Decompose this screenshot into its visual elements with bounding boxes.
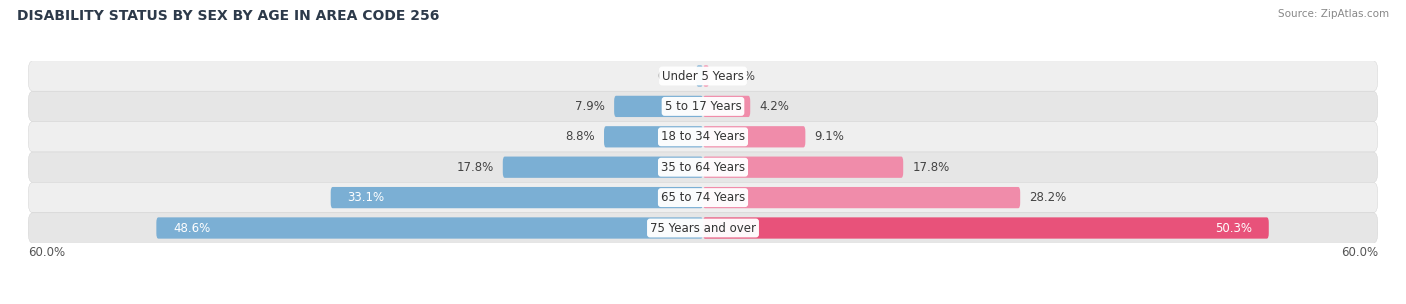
Text: 50.3%: 50.3% [1215, 222, 1251, 234]
FancyBboxPatch shape [703, 187, 1021, 208]
Text: 0.6%: 0.6% [658, 70, 688, 82]
FancyBboxPatch shape [28, 213, 1378, 243]
Text: DISABILITY STATUS BY SEX BY AGE IN AREA CODE 256: DISABILITY STATUS BY SEX BY AGE IN AREA … [17, 9, 439, 23]
Text: 60.0%: 60.0% [1341, 246, 1378, 259]
Text: 35 to 64 Years: 35 to 64 Years [661, 161, 745, 174]
Text: 65 to 74 Years: 65 to 74 Years [661, 191, 745, 204]
FancyBboxPatch shape [330, 187, 703, 208]
Text: 48.6%: 48.6% [173, 222, 211, 234]
Text: Source: ZipAtlas.com: Source: ZipAtlas.com [1278, 9, 1389, 19]
FancyBboxPatch shape [696, 65, 703, 87]
Text: Under 5 Years: Under 5 Years [662, 70, 744, 82]
Text: 7.9%: 7.9% [575, 100, 605, 113]
FancyBboxPatch shape [156, 217, 703, 239]
FancyBboxPatch shape [614, 96, 703, 117]
FancyBboxPatch shape [28, 182, 1378, 213]
Text: 9.1%: 9.1% [814, 130, 844, 143]
FancyBboxPatch shape [503, 157, 703, 178]
FancyBboxPatch shape [28, 152, 1378, 182]
Text: 4.2%: 4.2% [759, 100, 789, 113]
FancyBboxPatch shape [28, 61, 1378, 91]
FancyBboxPatch shape [703, 217, 1268, 239]
FancyBboxPatch shape [703, 65, 709, 87]
FancyBboxPatch shape [703, 126, 806, 147]
Text: 60.0%: 60.0% [28, 246, 65, 259]
Text: 18 to 34 Years: 18 to 34 Years [661, 130, 745, 143]
Text: 8.8%: 8.8% [565, 130, 595, 143]
FancyBboxPatch shape [28, 91, 1378, 122]
FancyBboxPatch shape [703, 96, 751, 117]
Text: 17.8%: 17.8% [912, 161, 949, 174]
FancyBboxPatch shape [605, 126, 703, 147]
Text: 5 to 17 Years: 5 to 17 Years [665, 100, 741, 113]
Text: 17.8%: 17.8% [457, 161, 494, 174]
Text: 28.2%: 28.2% [1029, 191, 1066, 204]
FancyBboxPatch shape [703, 157, 903, 178]
Text: 33.1%: 33.1% [347, 191, 385, 204]
FancyBboxPatch shape [28, 122, 1378, 152]
Text: 0.53%: 0.53% [718, 70, 755, 82]
Text: 75 Years and over: 75 Years and over [650, 222, 756, 234]
